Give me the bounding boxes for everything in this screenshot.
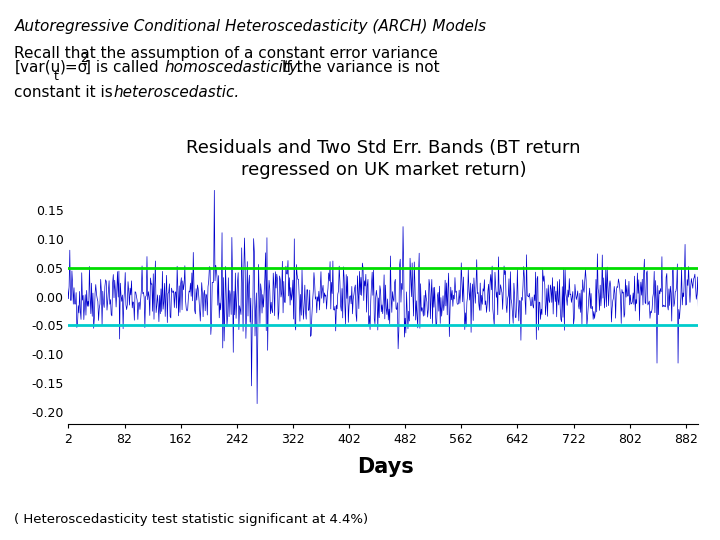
Text: [var(u: [var(u — [14, 60, 60, 75]
Text: Autoregressive Conditional Heteroscedasticity (ARCH) Models: Autoregressive Conditional Heteroscedast… — [14, 19, 487, 34]
Text: t: t — [54, 70, 59, 83]
Text: Recall that the assumption of a constant error variance: Recall that the assumption of a constant… — [14, 46, 438, 61]
Text: Days: Days — [357, 457, 413, 477]
Text: heteroscedastic.: heteroscedastic. — [114, 85, 240, 100]
Text: )=σ: )=σ — [60, 60, 88, 75]
Text: ( Heteroscedasticity test statistic significant at 4.4%): ( Heteroscedasticity test statistic sign… — [14, 514, 369, 526]
Text: constant it is: constant it is — [14, 85, 118, 100]
Text: ] is called: ] is called — [85, 60, 163, 75]
Text: If the variance is not: If the variance is not — [277, 60, 440, 75]
Text: homoscedasticity.: homoscedasticity. — [165, 60, 302, 75]
Text: 2: 2 — [80, 52, 88, 65]
Title: Residuals and Two Std Err. Bands (BT return
regressed on UK market return): Residuals and Two Std Err. Bands (BT ret… — [186, 139, 580, 179]
